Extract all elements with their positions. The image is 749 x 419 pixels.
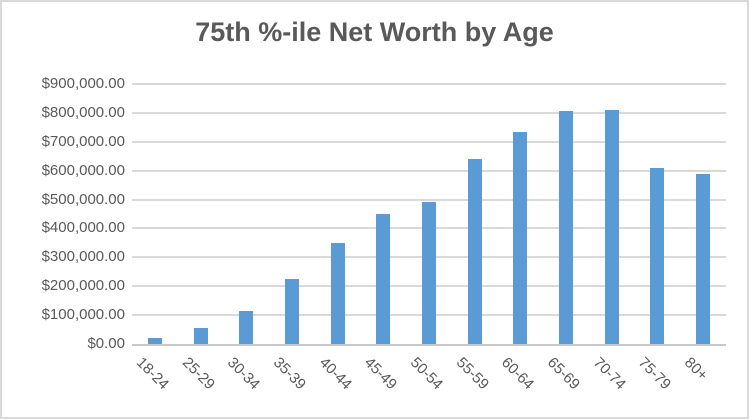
x-axis-label-35-39: 35-39: [269, 354, 310, 394]
bar-40-44[interactable]: [330, 242, 345, 344]
x-axis-label-40-44: 40-44: [315, 354, 356, 394]
x-axis-label-18-24: 18-24: [132, 354, 173, 394]
bar-80+[interactable]: [696, 173, 711, 344]
y-axis-tick-label: $100,000.00: [41, 306, 125, 323]
bar-18-24[interactable]: [147, 338, 162, 344]
chart-title: 75th %-ile Net Worth by Age: [195, 17, 554, 47]
bar-60-64[interactable]: [513, 131, 528, 344]
y-axis-tick-label: $700,000.00: [41, 133, 125, 150]
x-axis-label-30-34: 30-34: [223, 354, 264, 394]
bar-35-39[interactable]: [284, 279, 299, 344]
x-axis-label-70-74: 70-74: [589, 354, 630, 394]
gridline: [132, 199, 726, 201]
bar-column: [680, 84, 726, 344]
bar-column: [498, 84, 544, 344]
gridline: [132, 83, 726, 85]
gridline: [132, 141, 726, 143]
bar-75-79[interactable]: [650, 167, 665, 344]
x-axis-label-55-59: 55-59: [452, 354, 493, 394]
x-axis-label-60-64: 60-64: [497, 354, 538, 394]
gridline: [132, 112, 726, 114]
bar-65-69[interactable]: [559, 111, 574, 344]
y-axis-tick-label: $200,000.00: [41, 277, 125, 294]
bar-column: [132, 84, 178, 344]
bar-column: [315, 84, 361, 344]
x-axis-label-65-69: 65-69: [543, 354, 584, 394]
bar-column: [178, 84, 224, 344]
y-axis-labels: $0.00 $100,000.00 $200,000.00 $300,000.00 $4…: [2, 76, 125, 352]
bar-45-49[interactable]: [376, 214, 391, 344]
x-axis-labels: 18-24 25-29 30-34 35-39 40-44 45-49 50-54 55-59…: [132, 346, 726, 417]
bar-column: [360, 84, 406, 344]
bar-column: [269, 84, 315, 344]
gridline: [132, 170, 726, 172]
y-axis-tick-label: $600,000.00: [41, 162, 125, 179]
bar-70-74[interactable]: [604, 110, 619, 344]
y-axis-tick-label: $0.00: [87, 335, 125, 352]
y-axis-tick-label: $400,000.00: [41, 219, 125, 236]
plot-area[interactable]: [132, 83, 726, 346]
x-axis-label-75-79: 75-79: [634, 354, 675, 394]
x-axis-label-25-29: 25-29: [178, 354, 219, 394]
y-axis-tick-label: $300,000.00: [41, 248, 125, 265]
bar-column: [543, 84, 589, 344]
y-axis-tick-label: $800,000.00: [41, 104, 125, 121]
y-axis-tick-label: $900,000.00: [41, 75, 125, 92]
bar-55-59[interactable]: [467, 159, 482, 344]
y-axis-tick-label: $500,000.00: [41, 191, 125, 208]
bar-50-54[interactable]: [421, 202, 436, 344]
bar-column: [406, 84, 452, 344]
x-axis-label-50-54: 50-54: [406, 354, 447, 394]
bar-30-34[interactable]: [239, 310, 254, 344]
bar-column: [223, 84, 269, 344]
bar-column: [589, 84, 635, 344]
bar-25-29[interactable]: [193, 328, 208, 344]
bar-column: [635, 84, 681, 344]
x-axis-label-80+: 80+: [680, 354, 711, 385]
bar-column: [452, 84, 498, 344]
x-axis-label-45-49: 45-49: [360, 354, 401, 394]
bar-series: [132, 84, 726, 344]
